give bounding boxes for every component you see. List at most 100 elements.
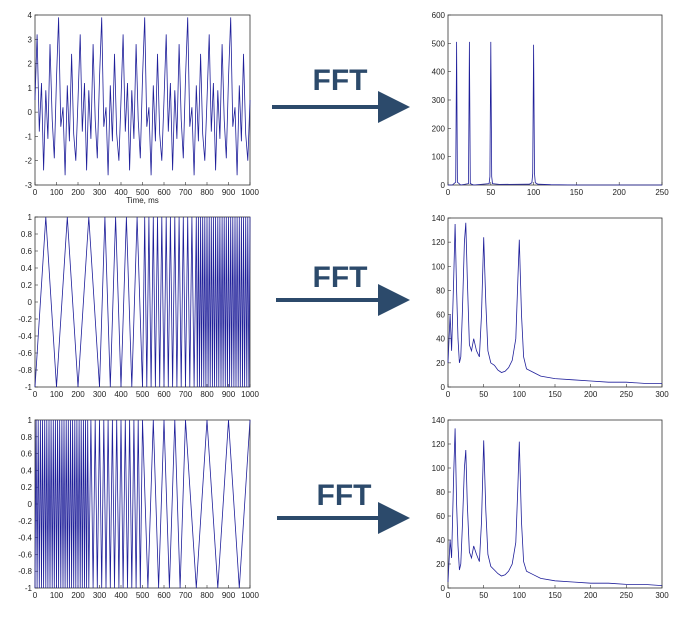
x-tick-label: 400: [114, 188, 128, 197]
y-tick-label: 1: [28, 213, 33, 222]
x-axis-label: Time, ms: [126, 196, 159, 205]
x-tick-label: 100: [513, 390, 527, 399]
y-tick-label: -2: [25, 157, 33, 166]
y-tick-label: 0: [28, 500, 33, 509]
x-tick-label: 600: [157, 591, 171, 600]
x-tick-label: 500: [136, 591, 150, 600]
y-tick-label: 20: [436, 560, 445, 569]
x-tick-label: 150: [548, 591, 562, 600]
plot-area: [447, 217, 663, 388]
x-tick-label: 0: [446, 591, 451, 600]
y-tick-label: -1: [25, 584, 33, 593]
x-tick-label: 700: [179, 188, 193, 197]
y-tick-label: 0: [28, 108, 33, 117]
y-tick-label: -0.4: [18, 332, 32, 341]
y-tick-label: 0.2: [21, 483, 33, 492]
x-tick-label: 100: [50, 188, 64, 197]
x-tick-label: 800: [200, 188, 214, 197]
y-tick-label: 300: [432, 96, 446, 105]
y-tick-label: 0.4: [21, 466, 33, 475]
y-tick-label: 0.2: [21, 281, 33, 290]
y-tick-label: 4: [28, 11, 33, 20]
y-tick-label: -0.8: [18, 567, 32, 576]
x-tick-label: 200: [71, 591, 85, 600]
x-tick-label: 100: [50, 390, 64, 399]
y-tick-label: 1: [28, 84, 33, 93]
x-tick-label: 800: [200, 390, 214, 399]
y-tick-label: 600: [432, 11, 446, 20]
y-tick-label: 120: [432, 238, 446, 247]
y-tick-label: 400: [432, 68, 446, 77]
signal-line: [447, 222, 662, 384]
x-tick-label: 800: [200, 591, 214, 600]
x-tick-label: 400: [114, 591, 128, 600]
y-tick-label: -0.2: [18, 315, 32, 324]
x-tick-label: 250: [620, 390, 634, 399]
y-tick-label: 80: [436, 286, 445, 295]
y-tick-label: 140: [432, 416, 446, 425]
y-tick-label: 40: [436, 536, 445, 545]
x-tick-label: 100: [527, 188, 541, 197]
plot-area: [447, 14, 663, 186]
x-tick-label: 600: [157, 390, 171, 399]
y-tick-label: 0.4: [21, 264, 33, 273]
y-tick-label: 0.8: [21, 433, 33, 442]
y-tick-label: -0.6: [18, 550, 32, 559]
y-tick-label: 500: [432, 39, 446, 48]
x-tick-label: 250: [620, 591, 634, 600]
y-tick-label: 1: [28, 416, 33, 425]
x-tick-label: 500: [136, 390, 150, 399]
y-tick-label: 0: [28, 298, 33, 307]
x-tick-label: 50: [479, 591, 488, 600]
x-tick-label: 0: [33, 390, 38, 399]
plot-area: [447, 419, 663, 589]
x-tick-label: 250: [655, 188, 669, 197]
x-tick-label: 50: [479, 390, 488, 399]
x-tick-label: 200: [584, 390, 598, 399]
x-tick-label: 150: [548, 390, 562, 399]
y-tick-label: -0.6: [18, 349, 32, 358]
fft-label: FFT: [313, 64, 368, 97]
signal-line: [34, 17, 251, 176]
x-tick-label: 150: [570, 188, 584, 197]
y-tick-label: -3: [25, 181, 33, 190]
y-tick-label: 40: [436, 335, 445, 344]
y-tick-label: -0.8: [18, 366, 32, 375]
x-tick-label: 300: [93, 591, 107, 600]
x-tick-label: 900: [222, 591, 236, 600]
y-tick-label: -1: [25, 132, 33, 141]
x-tick-label: 900: [222, 188, 236, 197]
x-tick-label: 0: [33, 188, 38, 197]
y-tick-label: 20: [436, 359, 445, 368]
x-tick-label: 1000: [241, 188, 259, 197]
y-tick-label: 0.6: [21, 450, 33, 459]
x-tick-label: 700: [179, 390, 193, 399]
y-tick-label: 60: [436, 512, 445, 521]
x-tick-label: 700: [179, 591, 193, 600]
x-tick-label: 1000: [241, 591, 259, 600]
x-tick-label: 600: [157, 188, 171, 197]
y-tick-label: -0.4: [18, 534, 32, 543]
y-tick-label: 0.6: [21, 247, 33, 256]
y-tick-label: 100: [432, 262, 446, 271]
y-tick-label: 3: [28, 35, 33, 44]
x-tick-label: 200: [71, 390, 85, 399]
fft-label: FFT: [317, 479, 372, 512]
x-tick-label: 1000: [241, 390, 259, 399]
signal-line: [447, 428, 663, 586]
y-tick-label: 0.8: [21, 230, 33, 239]
x-tick-label: 300: [655, 591, 669, 600]
x-tick-label: 300: [655, 390, 669, 399]
y-tick-label: 80: [436, 488, 445, 497]
y-tick-label: 0: [441, 383, 446, 392]
x-tick-label: 200: [613, 188, 627, 197]
fft-label: FFT: [313, 261, 368, 294]
x-tick-label: 400: [114, 390, 128, 399]
y-tick-label: 60: [436, 311, 445, 320]
y-tick-label: 100: [432, 464, 446, 473]
signal-line: [448, 41, 662, 186]
x-tick-label: 0: [446, 188, 451, 197]
x-tick-label: 0: [33, 591, 38, 600]
